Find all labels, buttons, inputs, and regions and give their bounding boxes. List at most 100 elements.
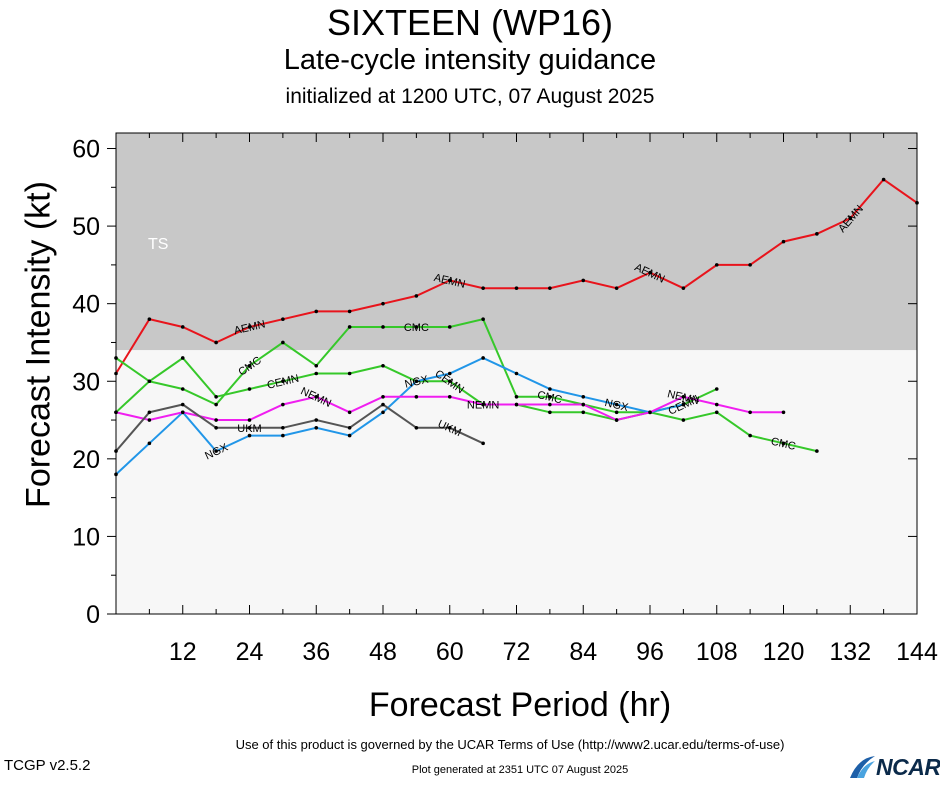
x-tick-label: 84 [569,638,597,666]
data-point [714,410,719,415]
data-point [481,441,485,446]
data-point [314,371,319,376]
data-point [514,371,519,376]
data-point [481,286,485,290]
init-time: initialized at 1200 UTC, 07 August 2025 [285,85,655,108]
data-point [214,394,218,399]
data-point [214,449,218,453]
data-point [614,410,619,415]
chart-subtitle: Late-cycle intensity guidance [283,44,657,76]
x-tick-label: 60 [436,638,464,666]
x-tick-label: 24 [236,638,264,666]
data-point [180,410,185,415]
y-tick-label: 0 [86,601,100,629]
data-point [414,394,419,399]
data-point [581,394,586,399]
ncar-swoosh-icon [850,756,875,778]
data-point [147,317,152,321]
data-point [781,441,786,446]
x-tick-label: 12 [169,638,197,666]
data-point [481,356,485,360]
data-point [648,410,652,415]
data-point [447,371,452,376]
data-point [414,325,419,329]
data-point [714,387,719,391]
data-point [214,402,218,407]
terms-of-use-link[interactable]: Use of this product is governed by the U… [235,737,785,752]
data-point [247,426,252,430]
data-point [881,177,886,182]
data-point [281,317,285,321]
data-point [180,402,185,407]
data-point [281,402,285,407]
y-axis-label: Forecast Intensity (kt) [19,181,58,508]
data-point [314,418,319,422]
data-point [447,325,452,329]
series-cmc [114,317,819,453]
series-ukm [114,402,485,453]
data-point [714,263,719,267]
x-tick-label: 108 [696,638,738,666]
data-point [481,402,485,407]
data-point [614,402,619,407]
data-point [447,278,452,283]
series-label: CMC [404,322,429,334]
data-point [848,216,853,221]
y-tick-label: 60 [72,136,100,164]
data-point [548,394,552,399]
data-point [748,263,752,267]
data-point [414,379,419,384]
data-point [781,410,786,415]
data-point [381,301,385,306]
x-tick-label: 96 [636,638,664,666]
data-point [414,426,419,430]
series-label: NGX [603,397,630,414]
generated-time: Plot generated at 2351 UTC 07 August 202… [411,764,629,776]
data-point [381,402,385,407]
series-line [115,318,818,453]
data-point [815,232,819,236]
data-point [681,394,686,399]
data-point [281,426,285,430]
data-point [147,441,152,446]
data-point [314,309,319,314]
data-point [648,270,652,275]
data-point [347,426,352,430]
data-point [614,286,619,290]
band-0 [116,133,917,351]
data-point [447,394,452,399]
data-point [147,410,152,415]
data-point [247,387,252,391]
data-point [347,433,352,438]
data-point [347,371,352,376]
x-tick-label: 36 [302,638,330,666]
data-point [247,325,252,329]
data-point [314,394,319,399]
x-axis-label: Forecast Period (hr) [368,686,672,724]
data-point [581,402,586,407]
data-point [314,426,319,430]
series-aemn [114,177,919,376]
data-point [381,363,385,368]
data-point [447,426,452,430]
data-point [247,433,252,438]
y-tick-label: 10 [72,523,100,551]
version-label: TCGP v2.5.2 [4,757,91,774]
data-point [614,418,619,422]
data-point [347,325,352,329]
data-point [447,379,452,384]
data-point [347,309,352,314]
series-label: NEMN [467,400,499,412]
y-tick-label: 30 [72,368,100,396]
data-point [381,325,385,329]
series-label: UKM [237,423,261,435]
data-point [681,402,686,407]
chart-title: SIXTEEN (WP16) [326,2,614,43]
data-point [681,418,686,422]
x-tick-label: 72 [503,638,531,666]
data-point [214,418,218,422]
y-tick-label: 20 [72,446,100,474]
y-tick-label: 40 [72,291,100,319]
data-point [514,394,519,399]
